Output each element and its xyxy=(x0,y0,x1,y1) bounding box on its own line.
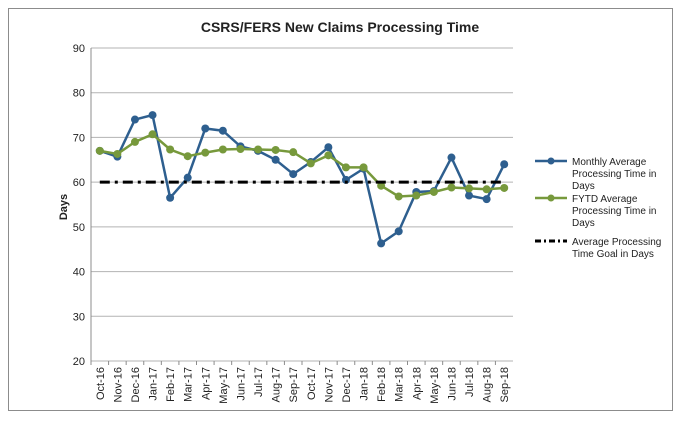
y-tick-label: 30 xyxy=(73,311,85,323)
x-tick-label: Jun-18 xyxy=(446,367,458,401)
data-point xyxy=(166,145,175,154)
x-tick-label: Nov-16 xyxy=(112,367,124,402)
legend-label: Monthly Average xyxy=(572,157,647,168)
data-point xyxy=(377,181,386,190)
data-point xyxy=(394,192,403,201)
data-point xyxy=(394,227,403,236)
x-tick-label: Jan-17 xyxy=(148,367,160,401)
data-point xyxy=(289,148,298,157)
chart-frame xyxy=(8,8,673,411)
data-point xyxy=(306,159,315,168)
x-tick-label: May-18 xyxy=(429,367,441,404)
data-point xyxy=(183,173,192,182)
legend-label: Processing Time in xyxy=(572,169,656,180)
data-point xyxy=(236,145,245,154)
x-tick-label: Jul-17 xyxy=(253,367,265,397)
legend-marker xyxy=(547,194,555,202)
y-tick-label: 90 xyxy=(73,43,85,55)
series-line-0 xyxy=(99,113,506,246)
x-tick-label: Oct-17 xyxy=(306,367,318,400)
x-tick-label: Sep-17 xyxy=(288,367,300,402)
x-tick-label: Sep-18 xyxy=(499,367,511,402)
data-point xyxy=(324,143,333,152)
x-tick-label: Dec-16 xyxy=(130,367,142,402)
legend-label: Processing Time in xyxy=(572,206,656,217)
x-tick-label: Aug-18 xyxy=(482,367,494,402)
data-point xyxy=(324,151,333,160)
data-point xyxy=(500,160,509,169)
chart-title: CSRS/FERS New Claims Processing Time xyxy=(201,19,479,35)
legend-label: Average Processing xyxy=(572,237,661,248)
x-tick-label: Oct-16 xyxy=(95,367,107,400)
data-point xyxy=(482,195,491,204)
data-point xyxy=(166,193,175,202)
x-tick-label: Jul-18 xyxy=(464,367,476,397)
data-point xyxy=(254,145,263,154)
x-tick-label: Feb-18 xyxy=(376,367,388,402)
x-tick-label: Jan-18 xyxy=(359,367,371,401)
x-tick-label: Aug-17 xyxy=(271,367,283,402)
legend-label: Days xyxy=(572,218,595,229)
data-point xyxy=(482,185,491,194)
data-point xyxy=(218,145,227,154)
x-tick-label: Dec-17 xyxy=(341,367,353,402)
data-point xyxy=(113,149,122,158)
data-point xyxy=(289,170,298,179)
x-tick-label: Apr-18 xyxy=(411,367,423,400)
data-point xyxy=(183,152,192,161)
data-point xyxy=(148,111,157,120)
data-point xyxy=(271,145,280,154)
y-tick-label: 80 xyxy=(73,88,85,100)
legend-label: FYTD Average xyxy=(572,194,638,205)
data-point xyxy=(95,146,104,155)
data-point xyxy=(218,126,227,135)
y-tick-label: 20 xyxy=(73,356,85,368)
y-axis-label: Days xyxy=(58,194,70,220)
data-point xyxy=(130,137,139,146)
y-tick-label: 60 xyxy=(73,177,85,189)
x-tick-label: Mar-17 xyxy=(183,367,195,402)
x-tick-label: Mar-18 xyxy=(394,367,406,402)
x-tick-label: Nov-17 xyxy=(323,367,335,402)
data-point xyxy=(429,187,438,196)
legend-label: Time Goal in Days xyxy=(572,249,654,260)
x-tick-label: Feb-17 xyxy=(165,367,177,402)
legend-marker xyxy=(547,157,555,165)
y-tick-label: 40 xyxy=(73,267,85,279)
data-point xyxy=(500,183,509,192)
data-point xyxy=(377,239,386,248)
data-point xyxy=(341,175,350,184)
y-tick-label: 50 xyxy=(73,222,85,234)
data-point xyxy=(465,191,474,200)
data-point xyxy=(201,148,210,157)
data-point xyxy=(148,130,157,139)
data-point xyxy=(447,153,456,162)
x-tick-label: Apr-17 xyxy=(200,367,212,400)
y-tick-label: 70 xyxy=(73,132,85,144)
data-point xyxy=(465,184,474,193)
legend-label: Days xyxy=(572,181,595,192)
data-point xyxy=(341,163,350,172)
data-point xyxy=(447,183,456,192)
data-point xyxy=(359,163,368,172)
x-tick-label: May-17 xyxy=(218,367,230,404)
data-point xyxy=(412,191,421,200)
data-point xyxy=(201,124,210,133)
data-point xyxy=(130,115,139,124)
x-tick-label: Jun-17 xyxy=(235,367,247,401)
data-point xyxy=(271,155,280,164)
